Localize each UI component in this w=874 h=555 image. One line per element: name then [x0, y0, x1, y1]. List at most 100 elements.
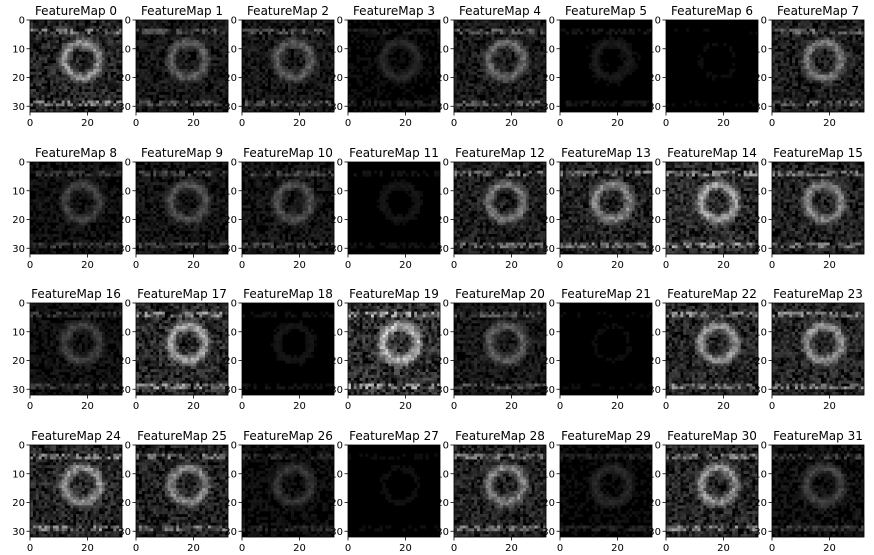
- feature-pixel: [190, 83, 194, 87]
- feature-pixel: [591, 100, 595, 104]
- feature-pixel: [93, 20, 97, 24]
- feature-pixel: [505, 45, 509, 49]
- feature-pixel: [250, 20, 254, 24]
- panel-title: FeatureMap 1: [141, 4, 223, 18]
- feature-pixel: [843, 60, 847, 64]
- feature-pixel: [93, 74, 97, 78]
- feature-pixel: [832, 86, 836, 90]
- feature-pixel: [256, 71, 260, 75]
- feature-pixel: [147, 89, 151, 93]
- feature-pixel: [213, 45, 217, 49]
- feature-pixel: [253, 86, 257, 90]
- feature-pixel: [806, 57, 810, 61]
- feature-pixel: [38, 37, 42, 41]
- feature-pixel: [474, 97, 478, 101]
- feature-pixel: [402, 109, 406, 113]
- feature-pixel: [525, 25, 529, 29]
- feature-pixel: [213, 28, 217, 32]
- feature-pixel: [471, 109, 475, 113]
- feature-pixel: [64, 66, 68, 70]
- feature-pixel: [855, 40, 859, 44]
- feature-pixel: [182, 48, 186, 52]
- feature-pixel: [362, 31, 366, 35]
- feature-pixel: [276, 97, 280, 101]
- feature-pixel: [296, 74, 300, 78]
- feature-pixel: [815, 91, 819, 95]
- feature-pixel: [316, 20, 320, 24]
- feature-pixel: [843, 34, 847, 38]
- feature-pixel: [376, 83, 380, 87]
- feature-pixel: [319, 57, 323, 61]
- feature-pixel: [425, 77, 429, 81]
- feature-pixel: [523, 68, 527, 72]
- feature-pixel: [87, 22, 91, 26]
- feature-pixel: [525, 48, 529, 52]
- feature-pixel: [783, 66, 787, 70]
- feature-pixel: [182, 77, 186, 81]
- feature-pixel: [216, 20, 220, 24]
- feature-pixel: [411, 57, 415, 61]
- feature-pixel: [90, 54, 94, 58]
- feature-pixel: [187, 34, 191, 38]
- feature-pixel: [514, 89, 518, 93]
- feature-pixel: [205, 34, 209, 38]
- feature-pixel: [523, 86, 527, 90]
- feature-pixel: [299, 51, 303, 55]
- feature-pixel: [777, 34, 781, 38]
- feature-pixel: [35, 77, 39, 81]
- feature-pixel: [250, 100, 254, 104]
- feature-pixel: [84, 94, 88, 98]
- feature-pixel: [482, 31, 486, 35]
- axes-frame: [665, 19, 759, 113]
- feature-pixel: [402, 86, 406, 90]
- feature-pixel: [462, 57, 466, 61]
- feature-pixel: [190, 28, 194, 32]
- feature-pixel: [815, 40, 819, 44]
- feature-pixel: [459, 54, 463, 58]
- feature-pixel: [505, 43, 509, 47]
- feature-pixel: [829, 77, 833, 81]
- feature-pixel: [64, 74, 68, 78]
- feature-pixel: [216, 109, 220, 113]
- feature-pixel: [394, 48, 398, 52]
- feature-pixel: [288, 86, 292, 90]
- feature-pixel: [276, 40, 280, 44]
- feature-pixel: [150, 51, 154, 55]
- feature-pixel: [273, 43, 277, 47]
- feature-pixel: [795, 45, 799, 49]
- feature-pixel: [182, 80, 186, 84]
- feature-pixel: [482, 74, 486, 78]
- feature-pixel: [81, 86, 85, 90]
- feature-pixel: [161, 86, 165, 90]
- feature-pixel: [182, 22, 186, 26]
- feature-pixel: [425, 103, 429, 107]
- feature-pixel: [792, 37, 796, 41]
- feature-pixel: [774, 54, 778, 58]
- feature-pixel: [832, 25, 836, 29]
- feature-pixel: [531, 71, 535, 75]
- feature-pixel: [265, 40, 269, 44]
- feature-pixel: [313, 94, 317, 98]
- feature-pixel: [116, 45, 120, 49]
- feature-pixel: [385, 25, 389, 29]
- feature-pixel: [173, 34, 177, 38]
- feature-pixel: [523, 66, 527, 70]
- feature-pixel: [497, 20, 501, 24]
- feature-pixel: [543, 60, 547, 64]
- feature-pixel: [290, 71, 294, 75]
- feature-pixel: [379, 51, 383, 55]
- feature-pixel: [849, 91, 853, 95]
- feature-pixel: [305, 89, 309, 93]
- feature-pixel: [179, 74, 183, 78]
- feature-pixel: [373, 57, 377, 61]
- feature-pixel: [789, 37, 793, 41]
- feature-pixel: [87, 25, 91, 29]
- feature-pixel: [210, 66, 214, 70]
- feature-pixel: [606, 77, 610, 81]
- feature-pixel: [279, 51, 283, 55]
- feature-pixel: [285, 106, 289, 110]
- feature-pixel: [431, 40, 435, 44]
- feature-pixel: [531, 86, 535, 90]
- feature-pixel: [150, 83, 154, 87]
- feature-pixel: [328, 51, 332, 55]
